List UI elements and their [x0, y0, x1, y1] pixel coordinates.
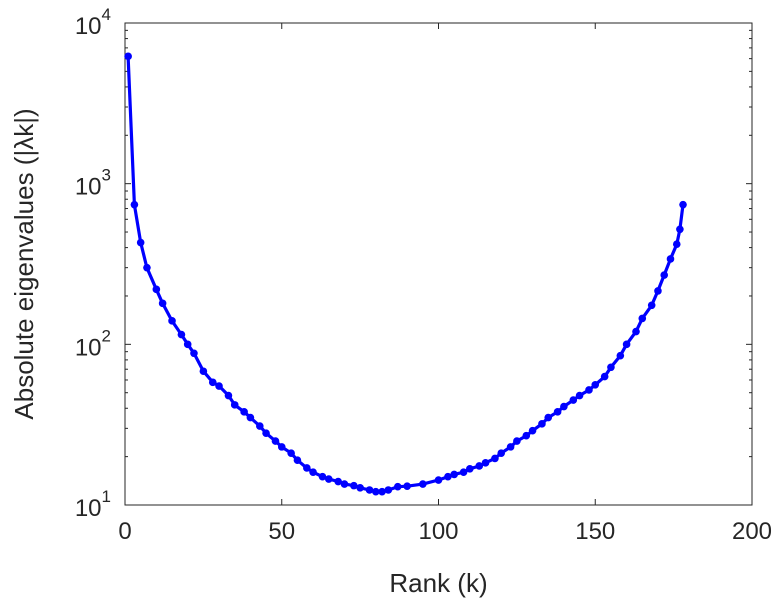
- data-point: [491, 454, 499, 463]
- data-point: [538, 420, 546, 428]
- data-point: [672, 240, 681, 248]
- data-point: [569, 396, 578, 404]
- data-point: [372, 487, 380, 496]
- axes: [124, 22, 753, 506]
- series-line: [126, 54, 685, 494]
- data-point: [318, 472, 327, 481]
- data-point: [660, 271, 669, 279]
- data-point: [293, 456, 302, 465]
- data-point: [676, 225, 684, 234]
- data-point: [444, 472, 452, 481]
- data-point: [190, 349, 198, 358]
- data-point: [350, 481, 358, 490]
- data-point: [647, 301, 656, 310]
- x-tick-label: 100: [418, 518, 458, 545]
- data-point: [340, 480, 349, 488]
- data-point: [262, 429, 270, 437]
- data-point: [158, 299, 167, 308]
- data-point: [513, 437, 521, 445]
- data-point: [481, 459, 490, 467]
- data-point: [256, 422, 264, 430]
- data-point: [475, 462, 484, 470]
- data-point: [143, 263, 151, 272]
- data-point: [616, 351, 625, 360]
- data-point: [622, 340, 631, 349]
- data-point: [130, 200, 139, 209]
- data-point: [600, 372, 609, 381]
- data-point: [208, 378, 217, 387]
- data-point: [450, 470, 458, 479]
- data-point: [384, 486, 393, 494]
- data-point: [303, 464, 311, 472]
- y-tick-label: 104: [75, 5, 111, 40]
- data-point: [287, 449, 295, 458]
- data-point: [560, 402, 568, 411]
- data-point: [528, 426, 537, 435]
- data-point: [403, 482, 411, 490]
- data-point: [506, 443, 515, 451]
- data-point: [585, 386, 593, 394]
- data-point: [152, 285, 161, 294]
- data-point: [591, 380, 600, 389]
- data-point: [183, 340, 192, 349]
- data-point: [324, 475, 333, 483]
- y-tick-label: 103: [75, 166, 111, 201]
- x-tick-label: 200: [732, 518, 772, 545]
- data-point: [136, 238, 145, 247]
- x-tick-label: 150: [575, 518, 615, 545]
- data-point: [497, 449, 506, 458]
- data-point: [654, 287, 662, 295]
- series-eigenvalues: [124, 52, 687, 496]
- data-point: [553, 408, 562, 416]
- data-point: [544, 413, 553, 422]
- x-tick-label: 0: [118, 518, 131, 545]
- y-tick-label: 101: [75, 487, 111, 522]
- data-point: [378, 487, 386, 496]
- data-point: [522, 431, 531, 440]
- data-point: [271, 437, 280, 445]
- data-point: [666, 255, 675, 263]
- data-point: [177, 330, 186, 339]
- data-point: [309, 468, 317, 477]
- data-point: [277, 443, 286, 451]
- data-point: [632, 327, 640, 336]
- data-point: [356, 483, 364, 492]
- data-point: [466, 465, 474, 473]
- data-point: [607, 363, 615, 372]
- data-point: [199, 367, 208, 376]
- data-point: [638, 314, 647, 323]
- y-tick-label: 102: [75, 326, 111, 361]
- plot-frame: [124, 22, 753, 506]
- data-point: [124, 52, 132, 61]
- x-axis-title: Rank (k): [389, 568, 487, 598]
- data-point: [240, 408, 248, 416]
- data-point: [230, 401, 239, 409]
- data-point: [434, 476, 443, 484]
- data-point: [459, 468, 468, 477]
- data-point: [393, 482, 402, 491]
- y-axis-title: Absolute eigenvalues (|λk|): [9, 108, 39, 419]
- data-point: [334, 477, 342, 486]
- data-point: [246, 413, 255, 422]
- data-point: [215, 382, 223, 390]
- data-point: [365, 486, 374, 494]
- tick-labels: 0 50 100 150 200 101 102 103 104: [75, 5, 772, 545]
- data-point: [168, 317, 176, 325]
- data-point: [419, 480, 427, 488]
- x-tick-label: 50: [268, 518, 295, 545]
- data-point: [575, 391, 584, 400]
- data-point: [224, 391, 233, 400]
- data-point: [679, 200, 687, 209]
